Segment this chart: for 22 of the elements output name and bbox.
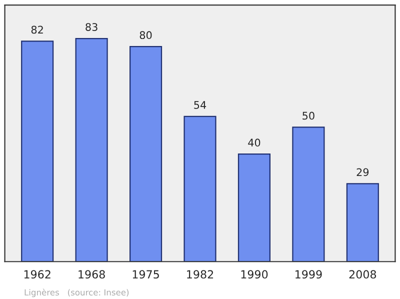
x-tick-label: 1962 [24,270,50,279]
x-tick-label: 1990 [241,270,268,279]
x-tick-label: 1999 [296,270,322,279]
bar [184,116,216,262]
data-label: 29 [356,168,369,176]
bar [130,46,162,262]
x-tick-label: 1975 [132,270,159,279]
bar [21,40,54,262]
x-tick-label: 2008 [349,270,376,279]
data-label: 50 [302,112,314,120]
data-label: 83 [86,23,98,31]
x-tick-label: 1982 [187,270,214,279]
bar [75,38,108,262]
bar [346,183,379,262]
data-label: 54 [194,101,206,109]
bar [292,126,325,262]
bar [238,154,270,262]
data-label: 82 [31,26,43,34]
x-tick-label: 1968 [78,270,105,279]
text: Lignères (source: Insee) [24,288,129,298]
data-label: 40 [248,138,260,147]
data-label: 80 [140,31,152,40]
